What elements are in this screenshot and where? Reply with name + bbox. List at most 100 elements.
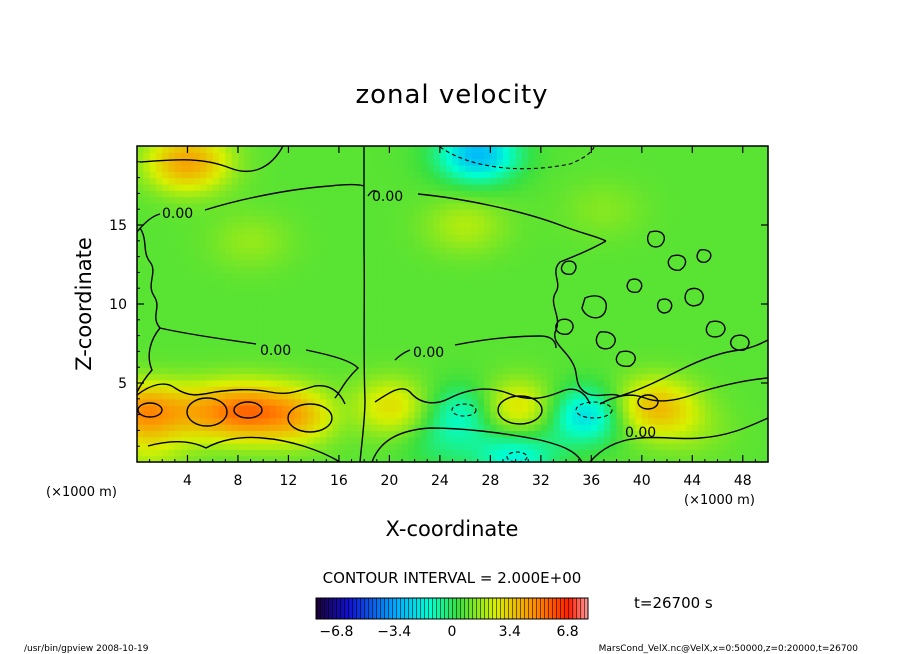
heat-cell <box>193 190 201 198</box>
heat-cell <box>187 253 195 261</box>
heat-cell <box>578 221 586 229</box>
heat-cell <box>534 335 542 343</box>
heat-cell <box>288 266 296 273</box>
heat-cell <box>282 183 290 191</box>
heat-cell <box>269 266 277 273</box>
heat-cell <box>761 348 769 356</box>
heat-cell <box>515 164 523 172</box>
heat-cell <box>250 253 258 261</box>
heat-cell <box>427 177 435 185</box>
heat-cell <box>528 278 536 286</box>
heat-cell <box>679 354 687 362</box>
heat-cell <box>408 348 416 356</box>
heat-cell <box>219 436 226 444</box>
heat-cell <box>502 348 510 356</box>
heat-cell <box>414 177 422 185</box>
heat-cell <box>187 348 195 356</box>
heat-cell <box>433 164 441 172</box>
heat-cell <box>660 455 668 463</box>
heat-cell <box>667 405 674 413</box>
heat-cell <box>692 266 700 273</box>
heat-cell <box>301 297 308 305</box>
heat-cell <box>685 335 693 343</box>
heat-cell <box>761 329 769 337</box>
heat-cell <box>231 304 239 311</box>
heat-cell <box>629 329 637 337</box>
heat-cell <box>711 341 719 349</box>
heat-cell <box>749 240 756 248</box>
heat-cell <box>193 259 201 267</box>
heat-cell <box>149 405 157 413</box>
heat-cell <box>502 171 510 179</box>
heat-cell <box>553 373 561 381</box>
heat-cell <box>742 183 750 191</box>
heat-cell <box>597 171 605 179</box>
heat-cell <box>313 253 321 261</box>
heat-cell <box>332 240 340 248</box>
heat-cell <box>357 240 365 248</box>
heat-cell <box>629 171 637 179</box>
heat-cell <box>742 430 750 438</box>
heat-cell <box>408 436 416 444</box>
heat-cell <box>269 152 277 160</box>
heat-cell <box>635 424 643 431</box>
heat-cell <box>414 417 422 425</box>
heat-cell <box>383 196 390 204</box>
heat-cell <box>275 171 283 179</box>
heat-cell <box>521 316 529 324</box>
heat-cell <box>692 424 700 431</box>
heat-cell <box>502 215 510 223</box>
heat-cell <box>717 291 725 299</box>
heat-cell <box>736 329 744 337</box>
heat-cell <box>155 171 163 179</box>
heat-cell <box>319 215 327 223</box>
heat-cell <box>723 411 731 419</box>
heat-cell <box>212 228 220 236</box>
heat-cell <box>446 196 454 204</box>
heat-cell <box>256 253 264 261</box>
heat-cell <box>692 183 700 191</box>
heat-cell <box>219 316 226 324</box>
heat-cell <box>326 310 334 318</box>
heat-cell <box>244 285 252 292</box>
heat-cell <box>578 417 586 425</box>
heat-cell <box>755 335 763 343</box>
heat-cell <box>376 164 384 172</box>
heat-cell <box>351 316 359 324</box>
heat-cell <box>515 424 523 431</box>
heat-cell <box>143 152 151 160</box>
heat-cell <box>155 443 163 450</box>
heat-cell <box>376 291 384 299</box>
heat-cell <box>414 278 422 286</box>
heat-cell <box>711 329 719 337</box>
heat-cell <box>376 436 384 444</box>
heat-cell <box>383 405 390 413</box>
heat-cell <box>263 266 271 273</box>
heat-cell <box>629 354 637 362</box>
heat-cell <box>200 386 208 394</box>
heat-cell <box>540 158 548 166</box>
heat-cell <box>389 310 397 318</box>
heat-cell <box>168 209 176 217</box>
heat-cell <box>591 171 599 179</box>
heat-cell <box>761 297 769 305</box>
heat-cell <box>275 196 283 204</box>
heat-cell <box>187 209 195 217</box>
heat-cell <box>414 291 422 299</box>
heat-cell <box>660 348 668 356</box>
heat-cell <box>534 278 542 286</box>
heat-cell <box>490 152 498 160</box>
heat-cell <box>578 253 586 261</box>
heat-cell <box>237 443 245 450</box>
heat-cell <box>515 310 523 318</box>
heat-cell <box>597 417 605 425</box>
heat-cell <box>313 329 321 337</box>
heat-cell <box>168 424 176 431</box>
heat-cell <box>263 215 271 223</box>
heat-cell <box>490 234 498 242</box>
heat-cell <box>206 272 214 280</box>
heat-cell <box>761 234 769 242</box>
heat-cell <box>465 443 473 450</box>
heat-cell <box>389 354 397 362</box>
heat-cell <box>313 360 321 368</box>
